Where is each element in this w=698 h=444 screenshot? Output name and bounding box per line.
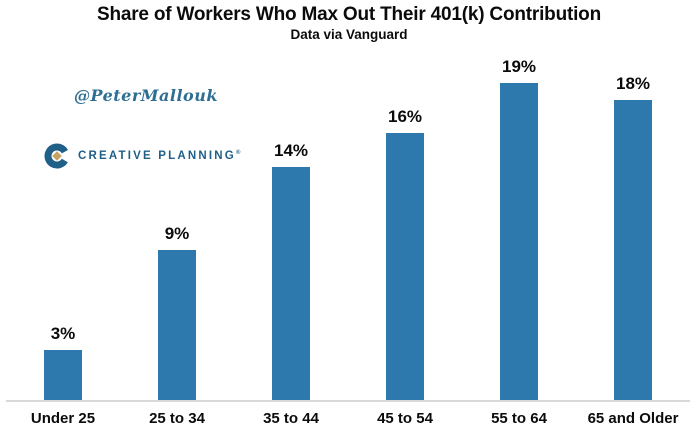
bars-row: 3% 9% 14% 16% 19% 18% — [6, 50, 690, 400]
bar-column: 9% — [120, 50, 234, 400]
x-axis-category-label: Under 25 — [30, 410, 96, 427]
bar — [614, 100, 652, 400]
bar-column: 14% — [234, 50, 348, 400]
x-axis-category-label: 55 to 64 — [491, 410, 547, 427]
x-axis-category-label: 65 and Older — [587, 410, 679, 427]
bar-value-label: 18% — [615, 74, 651, 93]
creative-planning-logo: CREATIVE PLANNING® — [44, 143, 240, 169]
bar — [272, 166, 310, 400]
bar-value-label: 19% — [501, 57, 537, 77]
bar-column: 16% — [348, 50, 462, 400]
creative-planning-c-icon — [44, 143, 70, 169]
x-axis-line — [6, 400, 690, 402]
registered-trademark-mark: ® — [235, 150, 241, 157]
bar — [500, 83, 538, 400]
bar-value-label: 3% — [50, 324, 76, 343]
chart-title: Share of Workers Who Max Out Their 401(k… — [96, 4, 601, 25]
bar-value-label: 14% — [273, 140, 309, 160]
creative-planning-logo-text: CREATIVE PLANNING® — [78, 150, 241, 162]
x-axis-category-labels: Under 25 25 to 34 35 to 44 45 to 54 55 to 64… — [6, 410, 690, 427]
x-axis-category-label: 45 to 54 — [377, 410, 433, 427]
bar-column: 18% — [576, 50, 690, 400]
x-axis-category-label: 35 to 44 — [263, 410, 319, 427]
bar-value-label: 16% — [387, 107, 423, 127]
bar — [386, 133, 424, 400]
bar-value-label: 9% — [164, 224, 190, 243]
chart-subtitle: Data via Vanguard — [290, 27, 408, 42]
bar-column: 3% — [6, 50, 120, 400]
bar-chart-plot-area: 3% 9% 14% 16% 19% 18% — [6, 50, 690, 400]
bar — [44, 350, 82, 400]
bar-column: 19% — [462, 50, 576, 400]
x-axis-category-label: 25 to 34 — [149, 410, 205, 427]
bar — [158, 250, 196, 400]
twitter-handle: @PeterMallouk — [74, 86, 218, 105]
